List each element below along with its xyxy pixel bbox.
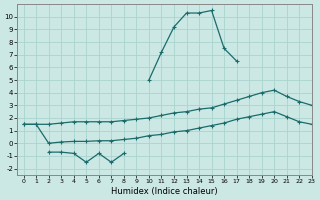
X-axis label: Humidex (Indice chaleur): Humidex (Indice chaleur)	[111, 187, 218, 196]
